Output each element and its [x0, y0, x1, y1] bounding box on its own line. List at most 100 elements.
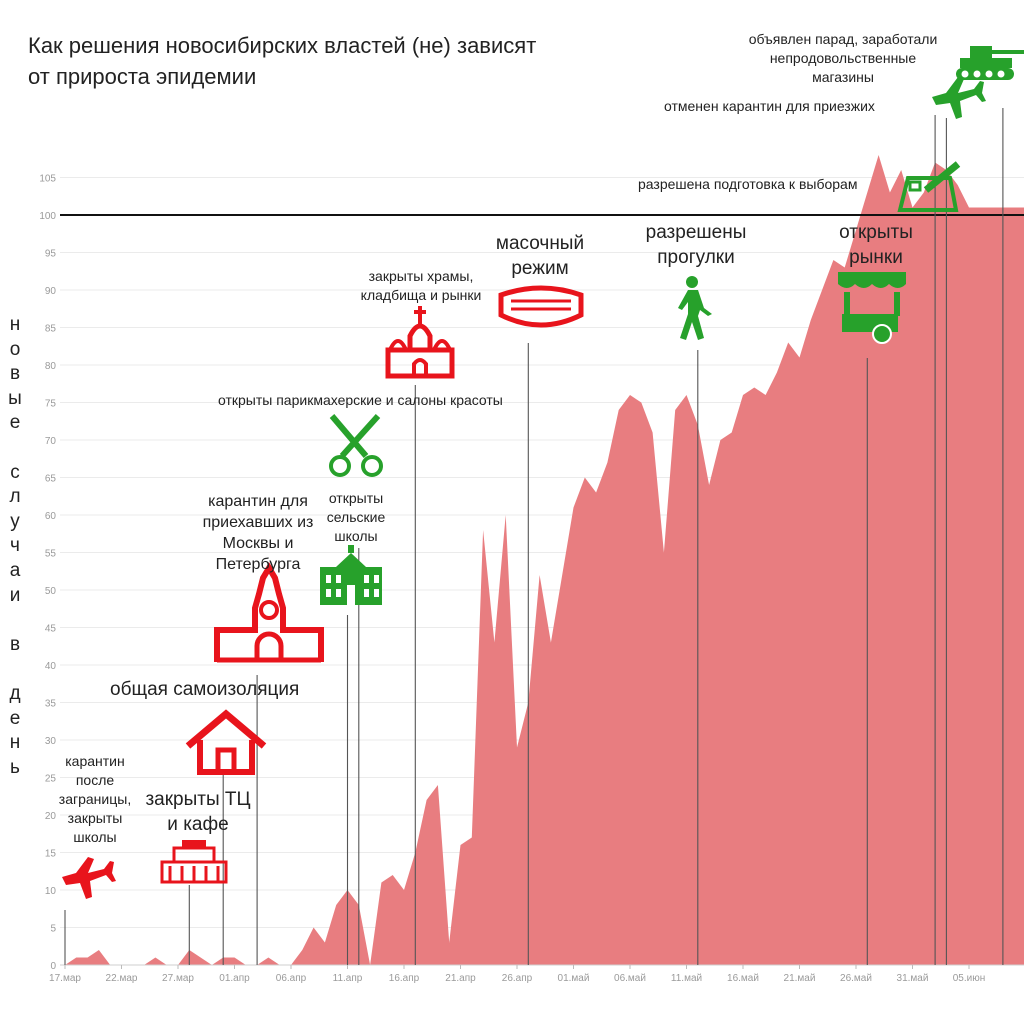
y-tick-label: 95	[45, 249, 57, 260]
annotation-markets-open: открыты рынки	[839, 222, 913, 268]
x-tick-label: 27.мар	[162, 973, 194, 984]
annotation-temples-closed: закрыты храмы, кладбища и рынки	[360, 268, 482, 303]
mall-sign	[182, 840, 206, 848]
scissors-icon	[329, 413, 383, 477]
house-door	[215, 747, 237, 775]
x-tick-label: 21.апр	[445, 973, 476, 984]
airplane-icon	[932, 77, 986, 119]
kremlin-outline	[214, 562, 324, 662]
walking-person-icon	[678, 276, 712, 340]
y-axis-label: н о в ы е с л у ч а и в д е н ь	[8, 314, 22, 778]
school-window	[326, 589, 331, 597]
school-flag	[348, 545, 354, 553]
mask-icon	[498, 285, 584, 328]
airplane-icon	[62, 857, 116, 899]
x-tick-label: 01.май	[558, 973, 590, 984]
x-tick-label: 01.апр	[219, 973, 250, 984]
school-window	[326, 575, 331, 583]
school-window	[374, 589, 379, 597]
x-tick-label: 22.мар	[106, 973, 138, 984]
church-icon	[385, 306, 455, 379]
market-cart-icon	[838, 272, 906, 344]
tank-wheel	[985, 70, 993, 78]
ballot-checkbox	[908, 180, 922, 192]
y-tick-label: 90	[45, 286, 57, 297]
scissors-blade	[339, 413, 381, 459]
y-tick-label: 35	[45, 699, 57, 710]
scissors-handle	[329, 455, 351, 477]
tank-wheel	[973, 70, 981, 78]
cart-wheel	[872, 324, 892, 344]
y-tick-label: 65	[45, 474, 57, 485]
kremlin-icon	[214, 562, 324, 663]
y-tick-label: 30	[45, 736, 57, 747]
y-tick-label: 5	[50, 924, 56, 935]
kremlin-gate	[254, 631, 284, 662]
house-walls	[197, 740, 255, 775]
x-tick-label: 16.апр	[389, 973, 420, 984]
event-icons	[62, 46, 1024, 899]
school-window	[336, 575, 341, 583]
school-door	[347, 585, 355, 605]
x-tick-label: 21.май	[784, 973, 816, 984]
scissors-handle	[361, 455, 383, 477]
ballot-pen	[923, 161, 961, 193]
tank-wheel	[961, 70, 969, 78]
annotation-elections-prep: разрешена подготовка к выборам	[638, 176, 858, 192]
mall-icon	[160, 840, 228, 884]
school-window	[364, 575, 369, 583]
y-tick-label: 40	[45, 661, 57, 672]
church-dome	[407, 323, 433, 350]
person-head	[686, 276, 698, 288]
y-tick-label: 55	[45, 549, 57, 560]
chart-title-line-1: Как решения новосибирских властей (не) з…	[28, 33, 537, 58]
mask-body	[498, 285, 584, 328]
x-tick-label: 06.апр	[276, 973, 307, 984]
scissors-blade	[329, 414, 369, 458]
tank-gun	[992, 50, 1024, 54]
school-icon	[320, 545, 382, 605]
church-dome	[432, 339, 452, 351]
cart-post	[844, 292, 850, 316]
y-tick-label: 100	[39, 211, 56, 222]
event-lines	[64, 108, 1004, 965]
tank-icon	[956, 46, 1024, 80]
x-tick-label: 16.май	[727, 973, 759, 984]
y-tick-label: 80	[45, 361, 57, 372]
x-axis-ticks: 17.мар 22.мар 27.мар 01.апр 06.апр 11.апр 16.а…	[49, 964, 1024, 984]
y-tick-label: 45	[45, 624, 57, 635]
x-tick-label: 26.май	[840, 973, 872, 984]
annotation-self-isolation: общая самоизоляция	[110, 679, 300, 700]
annotation-arrivals-quarantine-lifted: отменен карантин для приезжих	[664, 98, 875, 114]
x-tick-label: 17.мар	[49, 973, 81, 984]
y-tick-label: 25	[45, 774, 57, 785]
school-window	[374, 575, 379, 583]
annotation-walks-allowed: разрешены прогулки	[645, 222, 747, 268]
annotation-malls-closed: закрыты ТЦ и кафе	[145, 789, 251, 835]
tank-wheel	[997, 70, 1005, 78]
house-roof	[185, 709, 267, 749]
cart-post	[894, 292, 900, 316]
airplane-shape	[62, 857, 116, 899]
annotation-salons-open: открыты парикмахерские и салоны красоты	[218, 392, 503, 408]
x-tick-label: 26.апр	[502, 973, 533, 984]
x-tick-label: 06.май	[614, 973, 646, 984]
x-tick-label: 11.апр	[333, 973, 363, 984]
church-body	[385, 347, 455, 379]
annotation-mask-regime: масочный режим	[495, 233, 585, 279]
annotation-rural-schools: открыты сельские школы	[326, 490, 386, 544]
school-window	[336, 589, 341, 597]
mall-top	[172, 846, 216, 864]
x-tick-label: 31.май	[897, 973, 929, 984]
y-tick-label: 50	[45, 586, 57, 597]
cases-area-series	[65, 155, 1024, 965]
y-tick-label: 75	[45, 399, 57, 410]
ballot-icon	[897, 161, 961, 212]
tank-hull	[960, 58, 1012, 68]
y-tick-label: 20	[45, 811, 57, 822]
annotation-arrival-quarantine: карантин после заграницы, закрыты школы	[58, 753, 132, 845]
house-icon	[185, 709, 267, 775]
school-roof	[336, 553, 366, 567]
chart-title: Как решения новосибирских властей (не) з…	[28, 30, 628, 92]
